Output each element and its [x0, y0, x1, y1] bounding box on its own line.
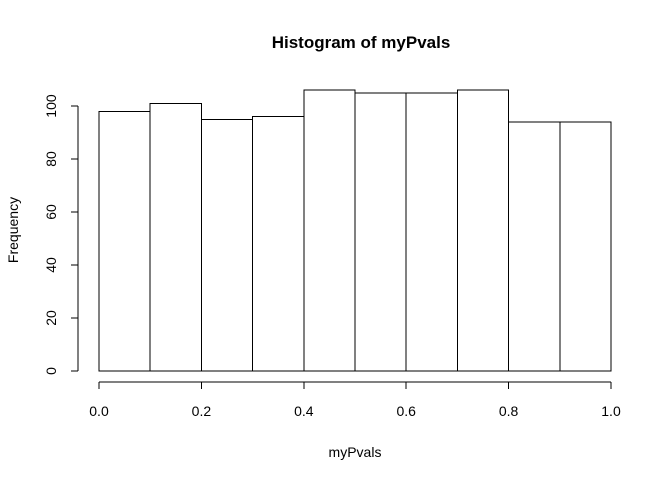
histogram-bar-3	[252, 116, 305, 372]
x-tick-label: 0.6	[396, 403, 416, 419]
y-axis: 0 20 40 60 80 100	[43, 94, 79, 375]
y-tick-label: 40	[43, 257, 59, 273]
histogram-bar-8	[508, 121, 561, 372]
x-tick-label: 0.2	[192, 403, 212, 419]
x-tick-label: 0.8	[499, 403, 519, 419]
x-tick-label: 0.4	[294, 403, 314, 419]
chart-title: Histogram of myPvals	[272, 33, 451, 52]
x-axis: 0.0 0.2 0.4 0.6 0.8 1.0	[89, 381, 621, 419]
histogram-bar-9	[559, 121, 612, 372]
histogram-bar-1	[149, 102, 202, 372]
x-tick-label: 1.0	[601, 403, 621, 419]
y-tick-label: 100	[43, 94, 59, 118]
histogram-bar-4	[303, 89, 356, 372]
bars-group	[98, 89, 612, 372]
x-axis-label: myPvals	[329, 444, 382, 460]
histogram-bar-6	[405, 92, 458, 372]
y-tick-label: 0	[43, 367, 59, 375]
y-tick-label: 60	[43, 204, 59, 220]
y-tick-label: 80	[43, 151, 59, 167]
x-tick-label: 0.0	[89, 403, 109, 419]
histogram-bar-5	[354, 92, 407, 372]
histogram-bar-7	[456, 89, 510, 372]
y-axis-label: Frequency	[5, 197, 21, 263]
histogram-bar-0	[98, 110, 151, 372]
y-tick-label: 20	[43, 310, 59, 326]
histogram-bar-2	[200, 118, 254, 372]
